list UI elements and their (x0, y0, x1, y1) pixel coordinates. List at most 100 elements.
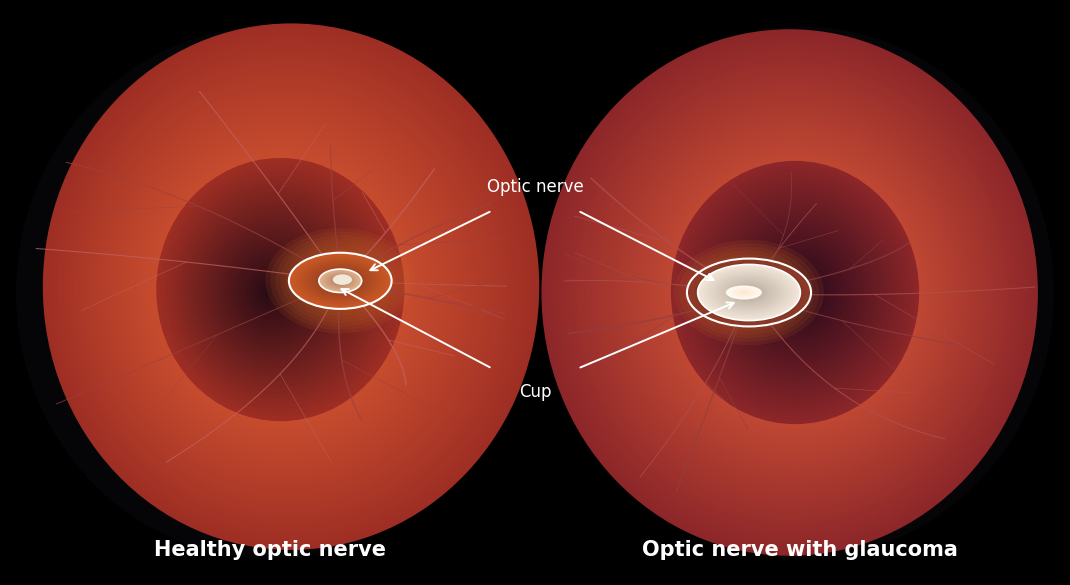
Ellipse shape (211, 223, 339, 359)
Ellipse shape (16, 26, 523, 559)
Ellipse shape (104, 95, 468, 481)
Ellipse shape (275, 235, 406, 326)
Ellipse shape (574, 62, 1008, 523)
Circle shape (332, 276, 349, 285)
Ellipse shape (699, 257, 799, 328)
Ellipse shape (613, 102, 973, 483)
Ellipse shape (245, 263, 299, 321)
Ellipse shape (632, 122, 954, 463)
Ellipse shape (166, 169, 394, 411)
Ellipse shape (190, 198, 364, 383)
Circle shape (718, 276, 780, 309)
Ellipse shape (124, 120, 443, 457)
Ellipse shape (603, 93, 980, 492)
Ellipse shape (626, 115, 961, 470)
Ellipse shape (75, 61, 501, 514)
Ellipse shape (768, 260, 830, 325)
Ellipse shape (796, 288, 805, 297)
Ellipse shape (727, 218, 868, 367)
Ellipse shape (177, 183, 380, 398)
Ellipse shape (242, 259, 304, 325)
Ellipse shape (738, 229, 858, 356)
Ellipse shape (112, 106, 456, 470)
Circle shape (333, 277, 348, 285)
Ellipse shape (601, 91, 982, 494)
Ellipse shape (622, 111, 965, 474)
Ellipse shape (735, 289, 753, 296)
Ellipse shape (218, 232, 331, 350)
Ellipse shape (637, 126, 951, 459)
Ellipse shape (137, 136, 427, 443)
Ellipse shape (641, 130, 947, 455)
Ellipse shape (682, 172, 910, 413)
Ellipse shape (58, 42, 521, 533)
Circle shape (335, 278, 346, 284)
Ellipse shape (620, 108, 966, 477)
Ellipse shape (692, 183, 899, 402)
Ellipse shape (43, 23, 539, 550)
Ellipse shape (100, 91, 472, 486)
Ellipse shape (728, 287, 760, 298)
Ellipse shape (679, 170, 912, 415)
Ellipse shape (126, 122, 441, 456)
Ellipse shape (143, 142, 421, 436)
Ellipse shape (714, 205, 880, 380)
Ellipse shape (565, 53, 1016, 532)
Ellipse shape (689, 250, 809, 335)
Ellipse shape (731, 222, 863, 363)
Ellipse shape (73, 59, 503, 515)
Ellipse shape (158, 160, 402, 419)
Circle shape (320, 270, 361, 292)
Circle shape (304, 261, 377, 301)
Circle shape (334, 277, 347, 284)
Circle shape (322, 271, 358, 291)
Ellipse shape (548, 36, 1031, 549)
Circle shape (742, 288, 756, 297)
Ellipse shape (611, 99, 975, 486)
Ellipse shape (740, 231, 856, 354)
Circle shape (327, 274, 353, 288)
Ellipse shape (264, 285, 276, 299)
Ellipse shape (595, 84, 989, 501)
Ellipse shape (576, 64, 1006, 521)
Ellipse shape (569, 58, 1012, 527)
Ellipse shape (171, 176, 386, 404)
Ellipse shape (677, 167, 913, 418)
Ellipse shape (709, 200, 884, 385)
Circle shape (713, 273, 785, 312)
Ellipse shape (798, 290, 802, 295)
Ellipse shape (766, 257, 832, 328)
Ellipse shape (175, 180, 382, 400)
Ellipse shape (779, 270, 820, 315)
Circle shape (336, 278, 345, 283)
Ellipse shape (141, 140, 423, 438)
Ellipse shape (47, 28, 535, 546)
Ellipse shape (660, 150, 929, 435)
Ellipse shape (745, 235, 852, 349)
Ellipse shape (149, 149, 413, 430)
Ellipse shape (223, 236, 325, 346)
Ellipse shape (247, 266, 296, 318)
Ellipse shape (107, 99, 463, 477)
Ellipse shape (704, 261, 794, 324)
Ellipse shape (181, 187, 376, 393)
Ellipse shape (265, 288, 274, 297)
Ellipse shape (94, 84, 478, 492)
Ellipse shape (132, 129, 433, 449)
Ellipse shape (193, 201, 362, 380)
Ellipse shape (235, 252, 310, 331)
Circle shape (321, 270, 360, 291)
Ellipse shape (550, 38, 1030, 547)
Ellipse shape (624, 112, 963, 473)
Ellipse shape (63, 48, 515, 526)
Ellipse shape (609, 97, 977, 488)
Ellipse shape (599, 88, 984, 497)
Ellipse shape (684, 247, 814, 338)
Ellipse shape (85, 73, 490, 503)
Ellipse shape (129, 126, 435, 451)
Circle shape (315, 267, 366, 295)
Ellipse shape (694, 185, 898, 400)
Ellipse shape (643, 132, 945, 453)
Ellipse shape (122, 118, 445, 460)
Ellipse shape (546, 34, 1034, 551)
